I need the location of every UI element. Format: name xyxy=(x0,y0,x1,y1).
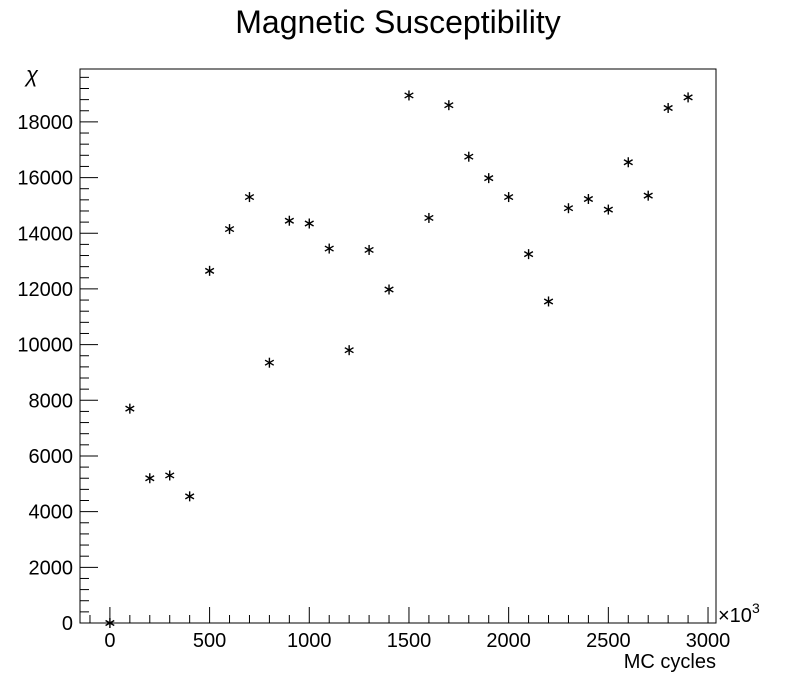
data-point xyxy=(603,204,614,215)
x-multiplier-base: ×10 xyxy=(718,605,752,627)
x-tick-label: 3000 xyxy=(686,630,731,652)
data-point xyxy=(344,345,354,356)
data-point xyxy=(484,173,494,184)
x-tick-label: 1000 xyxy=(287,630,332,652)
data-point xyxy=(424,212,434,223)
plot-frame xyxy=(79,68,717,624)
data-point xyxy=(464,151,474,162)
data-point xyxy=(503,192,514,203)
x-axis-ticks xyxy=(89,607,709,623)
y-axis-ticks xyxy=(80,76,98,624)
data-point xyxy=(623,157,633,168)
data-point xyxy=(563,203,574,214)
data-point xyxy=(384,284,394,295)
data-point xyxy=(364,244,374,255)
x-multiplier-exponent: 3 xyxy=(752,600,760,616)
y-tick-label: 4000 xyxy=(29,502,74,524)
data-point xyxy=(125,403,135,414)
x-tick-label: 500 xyxy=(193,630,226,652)
y-tick-label: 6000 xyxy=(29,446,74,468)
y-tick-label: 0 xyxy=(62,613,73,635)
data-markers xyxy=(105,90,693,628)
y-tick-label: 2000 xyxy=(29,557,74,579)
data-point xyxy=(165,470,175,481)
x-axis-multiplier: ×103 xyxy=(718,600,760,627)
y-tick-label: 18000 xyxy=(17,112,73,134)
data-point xyxy=(663,102,673,113)
y-tick-label: 12000 xyxy=(17,279,73,301)
data-point xyxy=(184,491,195,502)
data-point xyxy=(105,618,115,628)
y-tick-labels: 0 2000 4000 6000 8000 10000 12000 14000 16000 180… xyxy=(17,112,73,635)
y-axis-label: χ xyxy=(24,62,39,87)
data-point xyxy=(264,357,275,368)
data-point xyxy=(324,243,334,254)
x-tick-labels: 0 500 1000 1500 2000 2500 3000 xyxy=(104,630,730,652)
chart-title: Magnetic Susceptibility xyxy=(235,4,560,40)
data-point xyxy=(304,218,314,229)
data-point xyxy=(643,190,653,201)
data-point xyxy=(204,265,215,276)
data-point xyxy=(224,224,235,235)
data-point xyxy=(244,192,255,203)
x-tick-label: 2000 xyxy=(486,630,531,652)
data-point xyxy=(583,194,594,205)
y-tick-label: 10000 xyxy=(17,335,73,357)
data-point xyxy=(284,215,295,226)
data-point xyxy=(683,92,693,103)
y-tick-label: 8000 xyxy=(29,390,74,412)
data-point xyxy=(543,296,554,307)
data-point xyxy=(145,473,155,484)
data-point xyxy=(444,100,454,111)
y-tick-label: 16000 xyxy=(17,168,73,190)
x-tick-label: 0 xyxy=(104,630,115,652)
x-axis-label: MC cycles xyxy=(624,651,716,673)
x-tick-label: 1500 xyxy=(387,630,432,652)
x-tick-label: 2500 xyxy=(586,630,631,652)
data-point xyxy=(523,249,534,260)
y-tick-label: 14000 xyxy=(17,223,73,245)
data-point xyxy=(404,90,414,101)
